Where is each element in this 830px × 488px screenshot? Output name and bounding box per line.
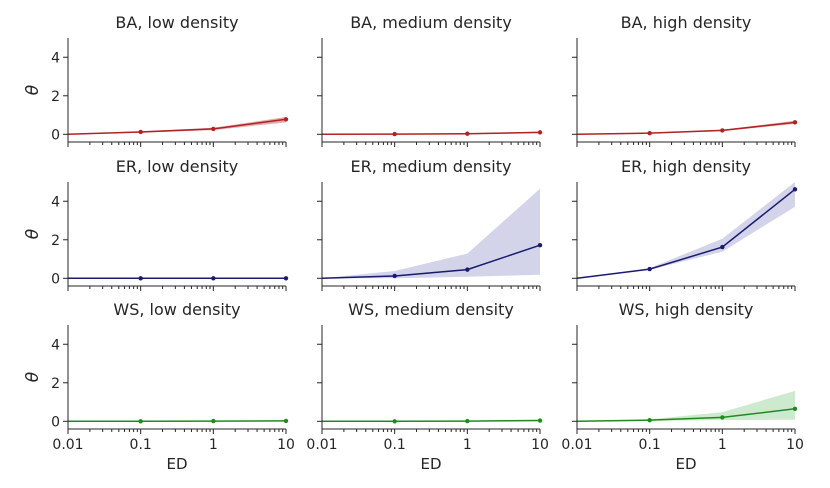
data-point — [537, 242, 543, 248]
data-point — [465, 418, 470, 424]
data-point — [211, 126, 216, 132]
panel-title: BA, medium density — [350, 13, 512, 32]
x-tick-label: 1 — [209, 437, 218, 453]
data-point — [138, 419, 143, 424]
data-point — [283, 276, 289, 281]
data-point — [792, 120, 798, 125]
data-point — [211, 418, 216, 424]
panel-title: WS, low density — [113, 300, 240, 319]
series-line — [321, 244, 541, 280]
data-point — [392, 273, 397, 279]
data-point — [792, 187, 798, 192]
panel-title: ER, medium density — [351, 157, 512, 176]
series-line — [67, 118, 287, 136]
x-tick-label: 0.01 — [52, 437, 83, 453]
x-tick-label: 10 — [531, 437, 549, 453]
data-point — [647, 417, 652, 423]
y-axis-label: θ — [23, 228, 43, 239]
x-tick-label: 1 — [718, 437, 727, 453]
x-tick-label: 0.1 — [130, 437, 152, 453]
series-line — [576, 188, 796, 280]
panel-title: ER, high density — [621, 157, 751, 176]
x-tick-label: 1 — [463, 437, 472, 453]
series-line — [322, 419, 541, 423]
data-point — [537, 418, 543, 423]
data-point — [720, 415, 725, 420]
y-tick-label: 0 — [51, 127, 60, 143]
y-tick-label: 4 — [51, 194, 60, 210]
x-tick-label: 0.1 — [639, 437, 661, 453]
series-line — [321, 131, 541, 136]
panel-4: ER, low density 0 2 4 θ — [23, 157, 289, 291]
x-tick-label: 10 — [786, 437, 804, 453]
data-point — [465, 267, 470, 272]
panel-2: BA, medium density — [317, 13, 543, 147]
panel-3: BA, high density — [572, 13, 798, 147]
x-tick-label: 10 — [277, 437, 295, 453]
series-line — [576, 121, 796, 136]
y-axis-label: θ — [23, 84, 43, 95]
data-point — [392, 419, 397, 424]
x-tick-label: 0.01 — [306, 437, 337, 453]
data-point — [211, 276, 216, 281]
series-line — [576, 408, 796, 423]
panel-5: ER, medium density — [317, 157, 543, 291]
data-point — [647, 130, 652, 136]
x-tick-label: 0.1 — [384, 437, 406, 453]
y-tick-label: 0 — [51, 414, 60, 430]
panel-1: BA, low density 0 2 4 θ — [23, 13, 289, 147]
panel-title: BA, low density — [115, 13, 238, 32]
y-tick-label: 4 — [51, 337, 60, 353]
y-axis-label: θ — [23, 371, 43, 382]
y-tick-label: 2 — [51, 376, 60, 392]
confidence-band — [322, 188, 540, 279]
panel-title: BA, high density — [621, 13, 752, 32]
y-tick-label: 0 — [51, 271, 60, 287]
x-axis-label: ED — [420, 455, 441, 473]
data-point — [138, 276, 143, 281]
data-point — [720, 128, 725, 133]
x-axis-label: ED — [166, 455, 187, 473]
panel-title: WS, high density — [619, 300, 754, 319]
x-axis-label: ED — [675, 455, 696, 473]
data-point — [283, 117, 289, 122]
confidence-band — [68, 117, 286, 135]
confidence-band — [577, 390, 795, 422]
panel-title: ER, low density — [116, 157, 238, 176]
panel-8: WS, medium density 0.01 0.1 1 10 ED — [306, 300, 549, 473]
y-tick-label: 4 — [51, 50, 60, 66]
data-point — [465, 131, 470, 136]
panel-6: ER, high density — [572, 157, 798, 291]
x-tick-label: 0.01 — [561, 437, 592, 453]
data-point — [537, 130, 543, 135]
panel-9: WS, high density 0.01 0.1 1 10 ED — [561, 300, 804, 473]
data-point — [720, 244, 725, 250]
data-point — [138, 129, 143, 135]
panel-7: WS, low density 0 2 4 0.01 0.1 1 10 θ ED — [23, 300, 295, 473]
y-tick-label: 2 — [51, 89, 60, 105]
data-point — [392, 131, 397, 137]
data-point — [792, 406, 798, 411]
data-point — [647, 266, 652, 272]
data-point — [283, 418, 289, 424]
y-tick-label: 2 — [51, 233, 60, 249]
panel-title: WS, medium density — [348, 300, 514, 319]
confidence-band — [577, 182, 795, 279]
